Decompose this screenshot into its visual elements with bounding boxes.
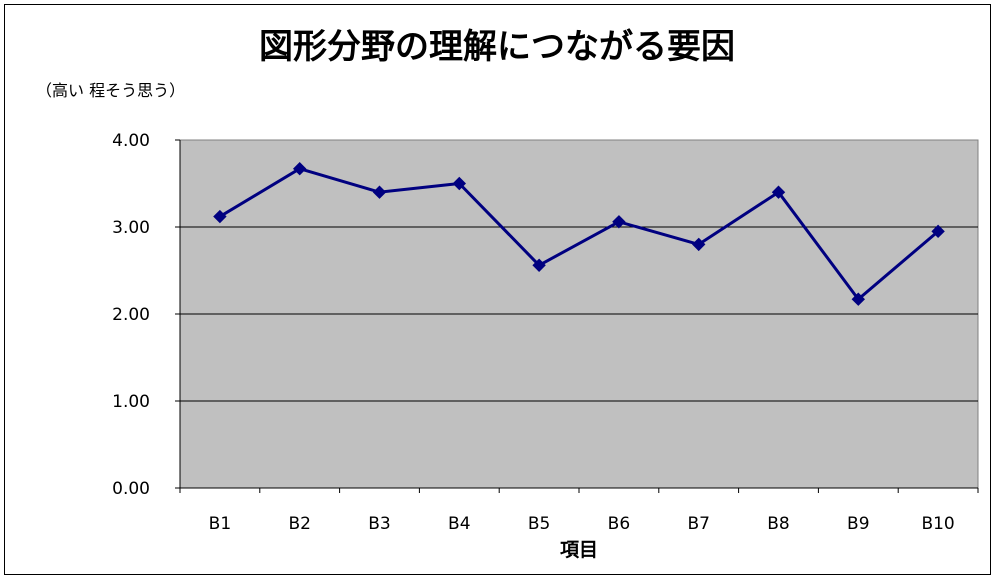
x-tick-label: B7 xyxy=(687,514,709,534)
y-axis-label: （高い 程そう思う） xyxy=(36,81,185,100)
x-tick-label: B1 xyxy=(209,514,231,534)
x-tick-label: B2 xyxy=(288,514,310,534)
y-tick-labels: 0.00 1.00 2.00 3.00 4.00 xyxy=(112,131,150,499)
x-tick-label: B5 xyxy=(528,514,550,534)
y-tick-label: 4.00 xyxy=(112,131,150,151)
x-tick-label: B6 xyxy=(608,514,630,534)
series-line xyxy=(219,167,940,301)
x-tick-label: B9 xyxy=(847,514,869,534)
chart-title: 図形分野の理解につながる要因 xyxy=(259,27,735,67)
data-point xyxy=(532,258,546,272)
data-point xyxy=(771,185,786,199)
data-point xyxy=(213,209,227,224)
x-axis-label: 項目 xyxy=(560,539,598,561)
data-point xyxy=(691,237,706,252)
data-point xyxy=(292,162,307,176)
y-tick-label: 3.00 xyxy=(112,218,150,238)
y-tick-label: 0.00 xyxy=(112,479,150,499)
x-tick-label: B8 xyxy=(767,514,789,534)
axes xyxy=(175,139,979,493)
gridlines xyxy=(180,226,978,402)
y-tick-label: 2.00 xyxy=(112,305,150,325)
data-point xyxy=(452,176,467,191)
series-line-group xyxy=(213,162,945,306)
data-point xyxy=(372,185,387,199)
data-point xyxy=(931,224,945,239)
x-tick-label: B4 xyxy=(448,514,470,534)
data-point xyxy=(612,215,626,229)
data-point xyxy=(851,292,866,306)
x-tick-label: B3 xyxy=(368,514,390,534)
x-tick-label: B10 xyxy=(921,514,954,534)
y-tick-label: 1.00 xyxy=(112,392,150,412)
x-tick-labels: B1 B2 B3 B4 B5 B6 B7 B8 B9 B10 xyxy=(209,514,955,534)
